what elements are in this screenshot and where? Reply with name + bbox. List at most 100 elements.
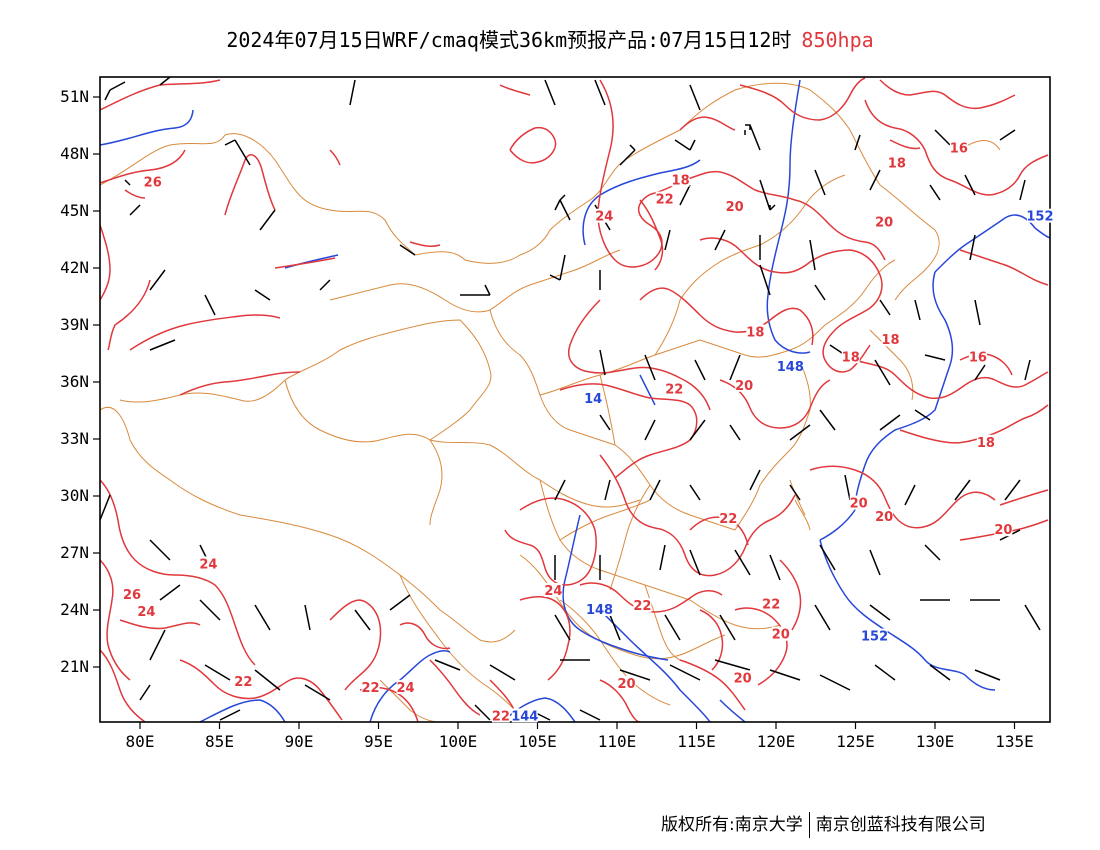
temperature-label: 20 bbox=[994, 523, 1012, 538]
lat-label: 45N bbox=[60, 201, 89, 220]
temperature-label-bg bbox=[725, 199, 744, 214]
temperature-label-bg bbox=[968, 349, 987, 364]
lon-label: 125E bbox=[836, 732, 875, 751]
lon-label: 120E bbox=[757, 732, 796, 751]
temperature-label: 22 bbox=[762, 597, 780, 612]
lat-label: 51N bbox=[60, 87, 89, 106]
temperature-label-bg bbox=[199, 556, 218, 571]
map-title: 2024年07月15日WRF/cmaq模式36km预报产品:07月15日12时 8… bbox=[0, 24, 1100, 53]
lat-label: 24N bbox=[60, 600, 89, 619]
temperature-label-bg bbox=[361, 679, 380, 694]
lat-label: 48N bbox=[60, 144, 89, 163]
lat-label: 36N bbox=[60, 372, 89, 391]
height-label-bg bbox=[511, 708, 538, 723]
lon-label: 135E bbox=[995, 732, 1034, 751]
temperature-label: 16 bbox=[969, 350, 987, 365]
temperature-label-bg bbox=[617, 676, 636, 691]
temperature-label: 18 bbox=[888, 157, 906, 172]
footer-separator bbox=[808, 812, 810, 838]
temperature-label: 24 bbox=[137, 605, 155, 620]
temperature-label: 20 bbox=[617, 677, 635, 692]
temperature-label-bg bbox=[735, 377, 754, 392]
lon-label: 110E bbox=[598, 732, 637, 751]
lon-label: 100E bbox=[439, 732, 478, 751]
temperature-label: 26 bbox=[144, 176, 162, 191]
temperature-label-bg bbox=[491, 708, 510, 723]
temperature-label-bg bbox=[633, 598, 652, 613]
temperature-label: 20 bbox=[875, 510, 893, 525]
temperature-label-bg bbox=[887, 155, 906, 170]
temperature-label: 16 bbox=[950, 141, 968, 156]
lat-label: 30N bbox=[60, 486, 89, 505]
temperature-label-bg bbox=[881, 332, 900, 347]
height-label: 148 bbox=[586, 603, 613, 618]
temperature-label: 22 bbox=[492, 709, 510, 724]
copyright-owner-2: 南京创蓝科技有限公司 bbox=[815, 815, 986, 835]
title-main: 2024年07月15日WRF/cmaq模式36km预报产品:07月15日12时 bbox=[226, 28, 792, 52]
height-label-bg bbox=[584, 391, 603, 406]
temperature-label: 18 bbox=[881, 333, 899, 348]
temperature-label-bg bbox=[137, 603, 156, 618]
axis-layer: 51N 48N 45N 42N 39N 36N 33N 30N 27N 24N 21N 80E 85E 9… bbox=[60, 87, 1034, 751]
height-label: 144 bbox=[511, 709, 538, 724]
temperature-label: 20 bbox=[734, 671, 752, 686]
lon-label: 95E bbox=[364, 732, 393, 751]
temperature-label: 22 bbox=[362, 681, 380, 696]
temperature-label-bg bbox=[849, 495, 868, 510]
height-label: 148 bbox=[777, 360, 804, 375]
temperature-label: 18 bbox=[672, 174, 690, 189]
height-label: 14 bbox=[584, 392, 602, 407]
lon-label: 115E bbox=[677, 732, 716, 751]
lon-label: 105E bbox=[518, 732, 557, 751]
temperature-label-bg bbox=[976, 434, 995, 449]
lon-label: 130E bbox=[916, 732, 955, 751]
temperature-label-bg bbox=[719, 510, 738, 525]
copyright-footer: 版权所有:南京大学 南京创蓝科技有限公司 bbox=[661, 810, 986, 838]
temperature-label: 22 bbox=[633, 599, 651, 614]
temperature-label-bg bbox=[841, 349, 860, 364]
temperature-label-bg bbox=[875, 508, 894, 523]
temperature-label-bg bbox=[234, 674, 253, 689]
contour-label-layer: 26 24 22 18 20 20 18 16 18 18 18 16 22 20 18 22 20 20 20 24… bbox=[123, 140, 1054, 724]
temperature-label-bg bbox=[655, 191, 674, 206]
temperature-label-bg bbox=[665, 381, 684, 396]
temperature-label-bg bbox=[143, 174, 162, 189]
height-label-bg bbox=[861, 628, 888, 643]
temperature-label-bg bbox=[595, 208, 614, 223]
wind-barbs bbox=[100, 77, 1041, 721]
temperature-label: 18 bbox=[842, 350, 860, 365]
temperature-label: 22 bbox=[665, 383, 683, 398]
lon-label: 85E bbox=[205, 732, 234, 751]
lon-label: 80E bbox=[126, 732, 155, 751]
temperature-label-bg bbox=[771, 626, 790, 641]
temperature-label: 26 bbox=[123, 588, 141, 603]
height-label-bg bbox=[586, 602, 613, 616]
temperature-label-bg bbox=[671, 172, 690, 187]
temperature-label: 18 bbox=[977, 436, 995, 451]
height-label: 152 bbox=[861, 630, 888, 645]
temperature-label: 18 bbox=[746, 326, 764, 341]
temperature-label-bg bbox=[762, 596, 781, 611]
temperature-label: 24 bbox=[199, 557, 217, 572]
temperature-label-bg bbox=[949, 140, 968, 155]
temperature-label: 20 bbox=[875, 215, 893, 230]
temperature-label-bg bbox=[875, 214, 894, 229]
temperature-label: 20 bbox=[772, 628, 790, 643]
temperature-label: 24 bbox=[544, 584, 562, 599]
temperature-contours bbox=[100, 77, 1049, 722]
temperature-label: 22 bbox=[656, 193, 674, 208]
lat-label: 27N bbox=[60, 543, 89, 562]
temperature-label-bg bbox=[123, 586, 142, 601]
lon-label: 90E bbox=[285, 732, 314, 751]
height-label: 152 bbox=[1026, 210, 1053, 225]
temperature-label-bg bbox=[396, 679, 415, 694]
height-label-bg bbox=[1026, 208, 1053, 223]
lat-label: 39N bbox=[60, 315, 89, 334]
title-level: 850hpa bbox=[801, 28, 874, 52]
temperature-label-bg bbox=[746, 324, 765, 339]
temperature-label: 22 bbox=[234, 675, 252, 690]
height-label-bg bbox=[777, 358, 804, 373]
temperature-label-bg bbox=[544, 583, 563, 597]
temperature-label: 20 bbox=[735, 379, 753, 394]
temperature-label-bg bbox=[994, 522, 1013, 537]
